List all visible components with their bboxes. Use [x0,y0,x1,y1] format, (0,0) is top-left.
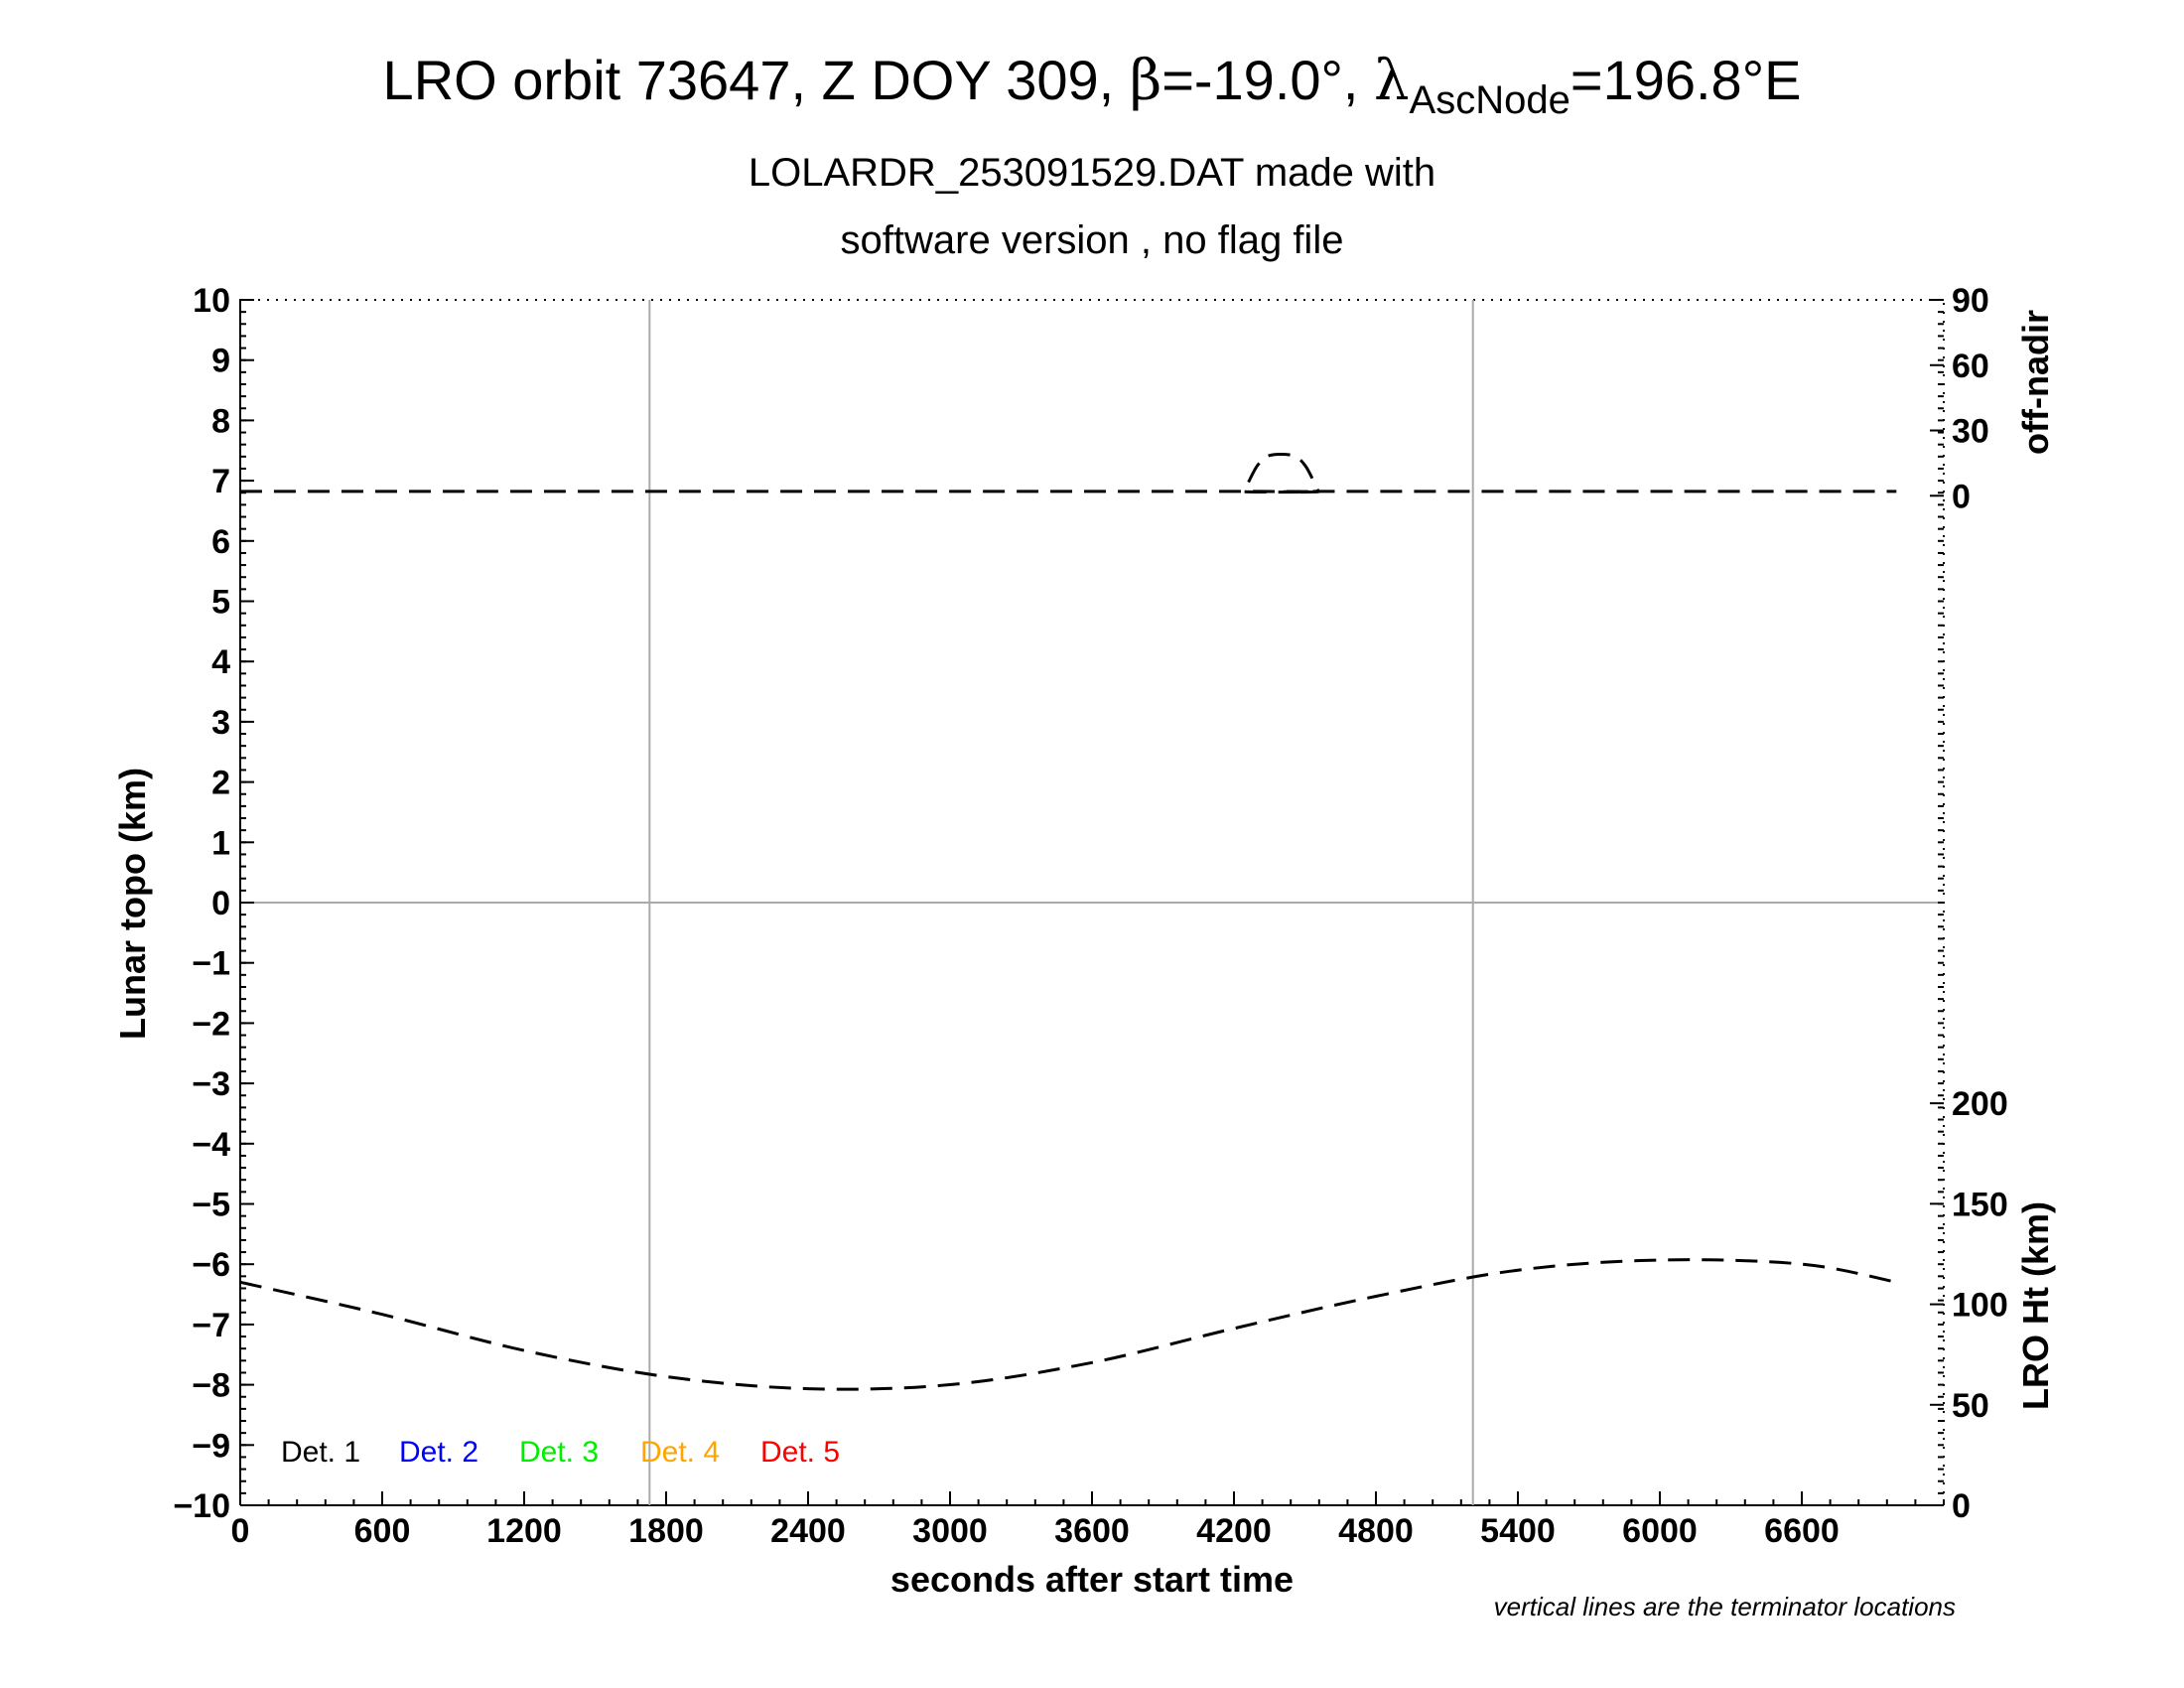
x-tick-label: 0 [231,1512,250,1550]
x-tick-label: 1800 [628,1512,704,1550]
y-left-tick-label: −6 [192,1246,230,1284]
x-tick-label: 3000 [912,1512,988,1550]
height-tick-label: 150 [1952,1186,2008,1223]
title-lambda-value: =196.8°E [1570,49,1802,111]
y-left-tick-label: 4 [211,643,230,681]
y-left-tick-label: 9 [211,343,230,380]
x-tick-label: 4200 [1196,1512,1272,1550]
height-tick-label: 50 [1952,1387,1989,1425]
y-left-tick-label: 6 [211,523,230,561]
subtitle-line-2: software version , no flag file [841,218,1344,262]
y-right-ticks-layer: 90 60 30 0 200 150 100 50 0 [1930,282,2008,1525]
x-tick-label: 6000 [1622,1512,1698,1550]
offnadir-tick-label: 60 [1952,348,1989,385]
y-left-tick-label: 7 [211,463,230,500]
offnadir-tick-label: 0 [1952,478,1971,515]
y-left-tick-label: 1 [211,824,230,862]
y-left-tick-label: −9 [192,1427,230,1465]
subtitle-line-1: LOLARDR_253091529.DAT made with [749,151,1435,195]
height-tick-label: 0 [1952,1487,1971,1525]
y-left-tick-label: −8 [192,1367,230,1405]
terminator-note: vertical lines are the terminator locati… [1494,1592,1956,1621]
title-lambda-symbol: λ [1374,49,1410,113]
series-layer [239,453,1897,1391]
lro-height-series-line [239,1258,1897,1391]
title-beta-value: =-19.0°, [1161,49,1374,111]
y-left-tick-label: 5 [211,584,230,622]
legend-item-det-5: Det. 5 [760,1436,840,1469]
x-axis-label: seconds after start time [890,1559,1294,1600]
chart-title: LRO orbit 73647, Z DOY 309, β=-19.0°, λA… [383,49,1802,122]
title-prefix: LRO orbit 73647, Z DOY 309, [383,49,1130,111]
y-axis-label-left: Lunar topo (km) [112,768,153,1040]
y-left-tick-label: 10 [193,282,230,320]
x-tick-label: 6600 [1764,1512,1840,1550]
x-tick-label: 600 [354,1512,411,1550]
legend-item-det-2: Det. 2 [399,1436,478,1469]
x-tick-label: 1200 [486,1512,562,1550]
title-beta-symbol: β [1130,49,1161,113]
y-left-tick-label: 0 [211,885,230,922]
y-axis-label-offnadir: off-nadir [2015,310,2056,455]
x-tick-label: 3600 [1054,1512,1130,1550]
y-left-tick-label: −7 [192,1307,230,1344]
y-left-tick-label: −4 [192,1126,230,1164]
height-tick-label: 200 [1952,1085,2008,1123]
y-left-tick-label: 2 [211,765,230,802]
y-left-tick-label: −10 [173,1487,230,1525]
x-ticks-layer: 0 600 1200 1800 2400 3000 3600 4200 4800 5400 6000… [231,1491,1840,1550]
y-left-tick-label: −5 [192,1187,230,1224]
offnadir-tick-label: 90 [1952,282,1989,320]
grid-layer [240,300,1944,1505]
offnadir-tick-label: 30 [1952,413,1989,451]
x-tick-label: 2400 [770,1512,846,1550]
y-axis-label-height: LRO Ht (km) [2015,1201,2056,1410]
y-left-tick-label: −3 [192,1065,230,1103]
legend-item-det-1: Det. 1 [281,1436,360,1469]
x-tick-label: 4800 [1338,1512,1414,1550]
y-left-tick-label: −2 [192,1005,230,1043]
x-tick-label: 5400 [1480,1512,1556,1550]
height-tick-label: 100 [1952,1287,2008,1325]
y-left-tick-label: 3 [211,704,230,742]
legend-item-det-3: Det. 3 [519,1436,599,1469]
legend-item-det-4: Det. 4 [640,1436,720,1469]
y-left-tick-label: 8 [211,402,230,440]
title-lambda-sub: AscNode [1410,78,1570,122]
legend: Det. 1 Det. 2 Det. 3 Det. 4 Det. 5 [281,1436,840,1469]
offnadir-series-line [239,453,1897,494]
y-left-tick-label: −1 [192,945,230,983]
